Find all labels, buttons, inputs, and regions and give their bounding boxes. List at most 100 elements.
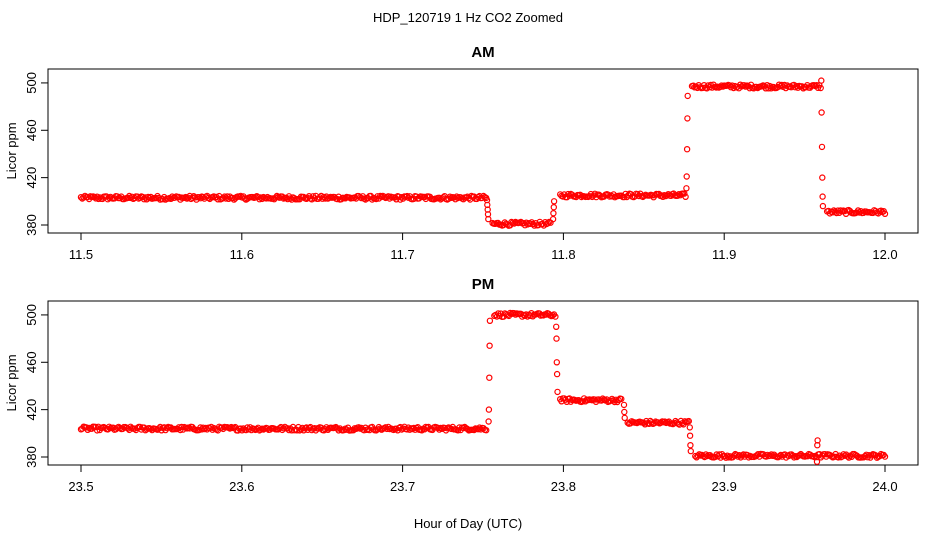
data-point <box>486 374 493 381</box>
y-tick-label: 460 <box>24 351 39 373</box>
data-point <box>483 427 490 434</box>
panel-am: AM 11.5 11.6 11.7 11.8 11.9 12.0 380 420 460 500 Li… <box>4 44 919 262</box>
data-point <box>618 395 625 403</box>
panel-title: PM <box>472 276 495 293</box>
x-tick-label: 23.6 <box>229 479 254 494</box>
y-axis-label: Licor ppm <box>4 354 19 411</box>
data-point <box>453 193 460 200</box>
y-axis-label: Licor ppm <box>4 122 19 179</box>
data-point <box>684 115 691 122</box>
data-point <box>485 418 492 425</box>
data-point <box>818 143 826 151</box>
data-point <box>741 82 748 89</box>
data-point <box>293 427 301 434</box>
data-point <box>877 207 885 214</box>
data-point <box>881 210 889 217</box>
x-tick-label: 11.7 <box>390 247 414 262</box>
data-point <box>550 209 557 217</box>
data-point <box>868 452 875 459</box>
panel-title: AM <box>471 44 494 61</box>
data-point <box>486 342 493 349</box>
data-point <box>734 453 742 460</box>
data-point <box>687 442 694 449</box>
data-point <box>171 194 179 201</box>
x-tick-label: 11.9 <box>712 247 736 262</box>
data-point <box>177 426 184 434</box>
y-tick-label: 380 <box>24 446 39 468</box>
data-point <box>818 77 825 84</box>
x-tick-label: 12.0 <box>872 247 897 262</box>
data-point <box>681 190 688 197</box>
data-point <box>702 451 710 458</box>
data-point <box>485 406 493 413</box>
data-point <box>776 452 783 460</box>
y-tick-label: 420 <box>24 399 39 421</box>
data-point <box>687 447 695 455</box>
y-tick-label: 420 <box>24 167 39 189</box>
data-point <box>620 401 628 409</box>
data-point <box>544 220 552 227</box>
data-point <box>686 432 694 439</box>
data-point <box>381 193 388 200</box>
x-tick-label: 23.8 <box>551 479 576 494</box>
data-point <box>683 173 690 180</box>
data-point <box>819 202 827 210</box>
data-point <box>446 193 454 200</box>
data-point <box>659 193 667 200</box>
y-tick-label: 460 <box>24 119 39 141</box>
data-point <box>819 174 826 181</box>
data-point <box>661 418 669 425</box>
data-point <box>683 145 691 153</box>
data-point <box>485 215 492 223</box>
data-point <box>844 453 851 460</box>
data-point <box>550 198 558 205</box>
x-axis-label: Hour of Day (UTC) <box>414 516 522 531</box>
data-point <box>460 424 467 432</box>
data-point <box>683 185 690 192</box>
data-point <box>554 388 561 396</box>
data-point <box>553 359 561 366</box>
data-point <box>814 437 821 444</box>
data-point <box>686 424 694 431</box>
data-point <box>552 313 559 320</box>
data-points <box>77 309 889 465</box>
data-point <box>553 335 560 342</box>
data-point <box>280 425 287 432</box>
x-tick-label: 11.5 <box>69 247 93 262</box>
data-point <box>819 193 826 200</box>
y-tick-label: 500 <box>24 304 39 326</box>
data-point <box>770 83 778 91</box>
data-point <box>817 84 824 92</box>
data-point <box>837 207 844 214</box>
data-point <box>684 92 691 100</box>
data-point <box>621 408 628 416</box>
y-tick-label: 500 <box>24 72 39 94</box>
data-point <box>80 194 87 201</box>
data-point <box>777 82 784 90</box>
data-point <box>682 193 689 200</box>
data-point <box>835 454 842 461</box>
y-tick-label: 380 <box>24 214 39 236</box>
plot-frame <box>47 68 919 234</box>
data-point <box>565 190 572 198</box>
data-point <box>790 454 798 461</box>
x-tick-label: 11.8 <box>551 247 575 262</box>
data-point <box>182 193 189 201</box>
x-tick-label: 24.0 <box>872 479 897 494</box>
data-point <box>813 458 821 465</box>
data-point <box>95 195 102 203</box>
data-point <box>777 451 785 459</box>
data-point <box>725 454 732 461</box>
data-point <box>685 417 693 425</box>
data-point <box>550 203 558 211</box>
x-tick-label: 23.9 <box>712 479 737 494</box>
data-point <box>818 109 825 116</box>
panel-pm: PM 23.5 23.6 23.7 23.8 23.9 24.0 380 420 460 500 Li… <box>4 276 919 494</box>
data-point <box>553 370 561 378</box>
data-point <box>486 317 494 324</box>
data-point <box>553 323 560 330</box>
data-point <box>621 414 628 422</box>
data-point <box>881 453 889 460</box>
